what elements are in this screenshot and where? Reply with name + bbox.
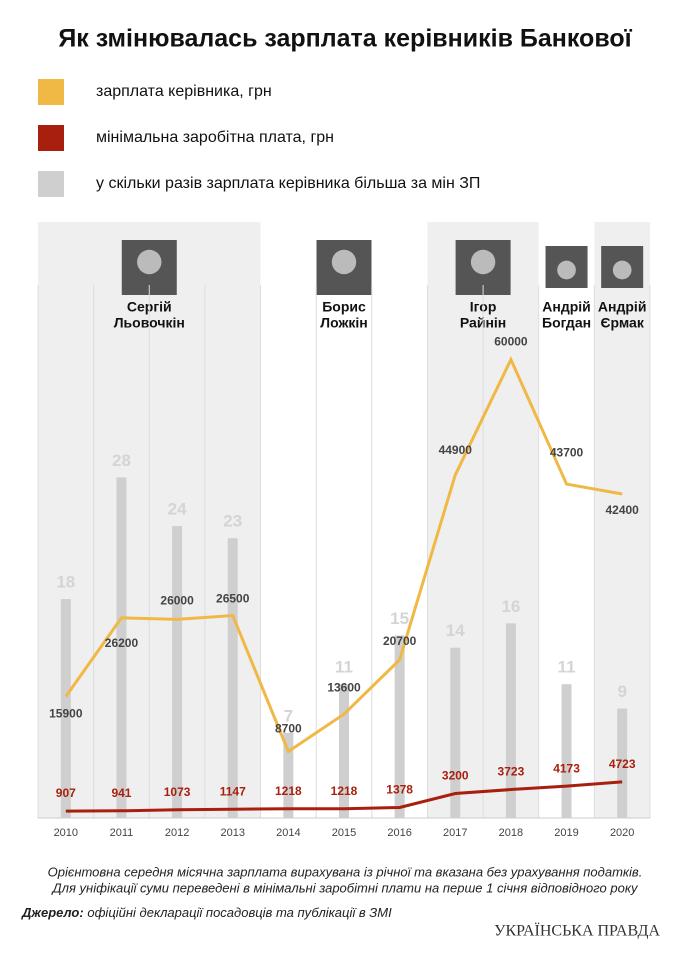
plot: 18 28 24 23 7 11 15 14 16 11 9 15900 26200 26000 26500… <box>49 335 639 839</box>
min-wage-label: 1218 <box>331 784 358 798</box>
leader-name: Андрій <box>598 299 647 315</box>
footnote: Для уніфікації суми переведені в мінімал… <box>51 880 639 895</box>
ratio-bar <box>505 623 516 818</box>
x-tick-label: 2010 <box>54 827 78 839</box>
legend-swatch <box>38 125 64 151</box>
salary-label: 8700 <box>275 722 302 736</box>
min-wage-label: 941 <box>111 786 131 800</box>
salary-label: 26000 <box>160 594 194 608</box>
ratio-label: 11 <box>335 658 353 677</box>
footnote: Орієнтовна середня місячна зарплата вира… <box>48 864 643 879</box>
min-wage-label: 4723 <box>609 757 636 771</box>
leader-name: Андрій <box>542 299 591 315</box>
leader-photo-face <box>557 260 576 280</box>
min-wage-label: 3200 <box>442 769 469 783</box>
source-text: офіційні декларації посадовців та публік… <box>87 905 392 920</box>
min-wage-label: 907 <box>56 786 76 800</box>
series-line <box>64 355 623 754</box>
x-tick-label: 2016 <box>387 827 411 839</box>
ratio-bar <box>561 684 572 818</box>
leader-name: Ложкін <box>320 315 367 331</box>
min-wage-label: 1073 <box>164 785 191 799</box>
legend: зарплата керівника, грн мінімальна заробі… <box>38 79 480 197</box>
ratio-label: 18 <box>56 573 75 592</box>
ratio-bar <box>450 647 461 818</box>
salary-label: 15900 <box>49 707 83 721</box>
x-tick-label: 2012 <box>165 827 189 839</box>
leader-name: Борис <box>322 299 366 315</box>
legend-label: мінімальна заробітна плата, грн <box>96 129 334 146</box>
ratio-bar <box>394 635 405 818</box>
ratio-bar <box>339 684 349 818</box>
x-tick-label: 2013 <box>220 827 244 839</box>
min-wage-label: 3723 <box>498 765 525 779</box>
ratio-label: 24 <box>168 500 187 519</box>
salary-label: 44900 <box>439 443 473 457</box>
leader-photo-face <box>612 260 632 280</box>
leader-name: Єрмак <box>601 315 645 331</box>
ratio-bar <box>283 732 294 818</box>
x-tick-label: 2017 <box>443 827 467 839</box>
min-wage-label: 1147 <box>220 784 246 798</box>
legend-label: у скільки разів зарплата керівника більш… <box>96 175 480 192</box>
chart-title: Як змінювалась зарплата керівників Банко… <box>58 25 632 53</box>
leader-photo-face <box>137 249 162 275</box>
ratio-label: 28 <box>112 451 131 470</box>
salary-label: 13600 <box>327 680 361 694</box>
legend-swatch <box>38 79 64 105</box>
logo: УКРАЇНСЬКА ПРАВДА <box>494 922 660 940</box>
ratio-bar <box>227 538 238 818</box>
ratio-label: 9 <box>617 682 626 701</box>
leader-photo-face <box>331 249 357 275</box>
ratio-label: 15 <box>390 609 409 628</box>
legend-swatch <box>38 171 64 197</box>
ratio-bar <box>617 708 628 818</box>
salary-label: 26500 <box>216 592 250 606</box>
x-tick-label: 2020 <box>610 827 634 839</box>
ratio-bar <box>60 599 71 818</box>
source: Джерело: офіційні декларації посадовців … <box>21 905 392 920</box>
salary-label: 20700 <box>383 634 417 648</box>
min-wage-label: 1378 <box>386 783 413 797</box>
ratio-label: 16 <box>501 597 520 616</box>
salary-label: 42400 <box>605 503 639 517</box>
ratio-label: 14 <box>446 621 465 640</box>
series-line <box>65 780 623 813</box>
min-wage-label: 4173 <box>553 761 580 775</box>
salary-label: 26200 <box>105 636 139 650</box>
salary-label: 43700 <box>550 445 584 459</box>
legend-label: зарплата керівника, грн <box>96 83 272 100</box>
source-label: Джерело: <box>21 905 84 920</box>
x-tick-label: 2019 <box>554 827 578 839</box>
x-tick-label: 2018 <box>499 827 523 839</box>
ratio-label: 7 <box>284 706 293 725</box>
x-tick-label: 2011 <box>110 827 134 839</box>
x-tick-label: 2015 <box>332 827 356 839</box>
ratio-label: 11 <box>558 658 576 677</box>
x-tick-label: 2014 <box>276 827 300 839</box>
leader-name: Богдан <box>542 315 591 331</box>
salary-label: 60000 <box>494 335 528 349</box>
ratio-bar <box>116 477 127 818</box>
ratio-label: 23 <box>223 512 242 531</box>
min-wage-label: 1218 <box>275 784 302 798</box>
ratio-bar <box>172 526 183 818</box>
leader-photo-face <box>470 249 496 275</box>
